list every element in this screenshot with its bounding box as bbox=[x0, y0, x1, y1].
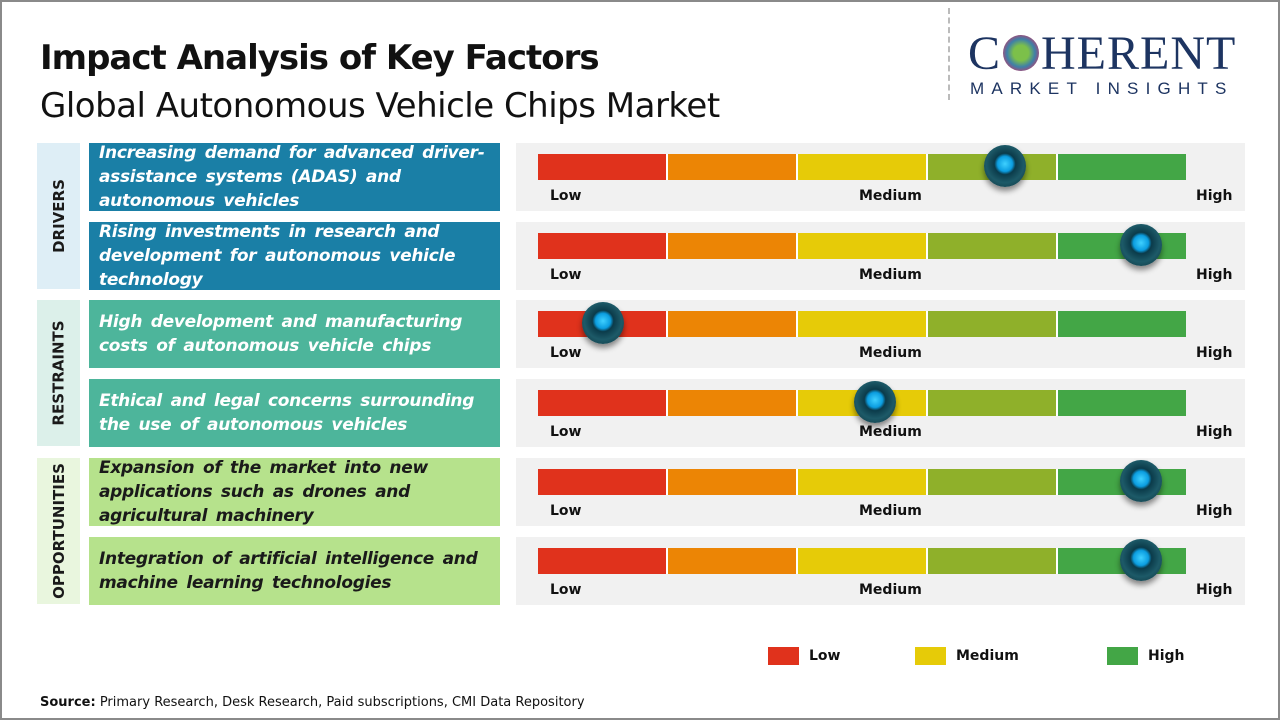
gauge-knob bbox=[1119, 460, 1162, 502]
gauge-bar bbox=[538, 154, 1186, 180]
gauge-panel: Low Medium High bbox=[516, 379, 1245, 447]
gauge-medium-label: Medium bbox=[859, 267, 922, 283]
gauge-segment bbox=[798, 233, 928, 259]
gauge-high-label: High bbox=[1196, 345, 1233, 361]
gauge-segment bbox=[798, 548, 928, 574]
gauge-segment bbox=[798, 311, 928, 337]
gauge-medium-label: Medium bbox=[859, 188, 922, 204]
gauge-medium-label: Medium bbox=[859, 345, 922, 361]
gauge-low-label: Low bbox=[550, 345, 582, 361]
category-label: RESTRAINTS bbox=[37, 300, 80, 446]
gauge-panel: Low Medium High bbox=[516, 300, 1245, 368]
legend-low: Low bbox=[768, 647, 840, 665]
gauge-bar bbox=[538, 233, 1186, 259]
factor-text: Ethical and legal concerns surrounding t… bbox=[89, 379, 500, 447]
factor-text: Rising investments in research and devel… bbox=[89, 222, 500, 290]
gauge-segment bbox=[668, 469, 798, 495]
gauge-medium-label: Medium bbox=[859, 424, 922, 440]
factor-text: High development and manufacturing costs… bbox=[89, 300, 500, 368]
gauge-segment bbox=[928, 390, 1058, 416]
category-label: OPPORTUNITIES bbox=[37, 458, 80, 604]
page-subtitle: Global Autonomous Vehicle Chips Market bbox=[40, 86, 720, 126]
source-note: Source: Primary Research, Desk Research,… bbox=[40, 695, 585, 710]
gauge-segment bbox=[798, 469, 928, 495]
legend-swatch bbox=[1107, 647, 1138, 665]
gauge-low-label: Low bbox=[550, 582, 582, 598]
gauge-segment bbox=[538, 154, 668, 180]
gauge-low-label: Low bbox=[550, 267, 582, 283]
gauge-segment bbox=[668, 390, 798, 416]
legend-medium: Medium bbox=[915, 647, 1019, 665]
gauge-panel: Low Medium High bbox=[516, 458, 1245, 526]
gauge-knob bbox=[853, 381, 896, 423]
gauge-high-label: High bbox=[1196, 267, 1233, 283]
gauge-segment bbox=[798, 154, 928, 180]
page-title: Impact Analysis of Key Factors bbox=[40, 38, 600, 78]
gauge-segment bbox=[1058, 154, 1186, 180]
logo: C HERENT bbox=[968, 27, 1237, 80]
gauge-low-label: Low bbox=[550, 503, 582, 519]
gauge-segment bbox=[538, 469, 668, 495]
gauge-knob bbox=[581, 302, 624, 344]
gauge-segment bbox=[668, 233, 798, 259]
gauge-segment bbox=[538, 233, 668, 259]
gauge-knob bbox=[1119, 224, 1162, 266]
gauge-low-label: Low bbox=[550, 424, 582, 440]
gauge-segment bbox=[668, 154, 798, 180]
gauge-segment bbox=[538, 548, 668, 574]
gauge-high-label: High bbox=[1196, 582, 1233, 598]
gauge-knob bbox=[1119, 539, 1162, 581]
logo-tagline: MARKET INSIGHTS bbox=[970, 79, 1234, 98]
gauge-segment bbox=[928, 469, 1058, 495]
divider bbox=[948, 8, 950, 100]
gauge-segment bbox=[668, 311, 798, 337]
gauge-segment bbox=[928, 233, 1058, 259]
gauge-panel: Low Medium High bbox=[516, 537, 1245, 605]
legend-high: High bbox=[1107, 647, 1185, 665]
category-label: DRIVERS bbox=[37, 143, 80, 289]
gauge-high-label: High bbox=[1196, 424, 1233, 440]
gauge-segment bbox=[928, 548, 1058, 574]
gauge-segment bbox=[928, 311, 1058, 337]
gauge-high-label: High bbox=[1196, 188, 1233, 204]
gauge-segment bbox=[1058, 311, 1186, 337]
gauge-medium-label: Medium bbox=[859, 503, 922, 519]
gauge-knob bbox=[983, 145, 1026, 187]
factor-text: Expansion of the market into new applica… bbox=[89, 458, 500, 526]
gauge-medium-label: Medium bbox=[859, 582, 922, 598]
gauge-segment bbox=[538, 390, 668, 416]
gauge-bar bbox=[538, 311, 1186, 337]
globe-icon bbox=[1003, 35, 1040, 71]
gauge-segment bbox=[1058, 390, 1186, 416]
gauge-segment bbox=[668, 548, 798, 574]
gauge-bar bbox=[538, 548, 1186, 574]
factor-text: Increasing demand for advanced driver-as… bbox=[89, 143, 500, 211]
gauge-high-label: High bbox=[1196, 503, 1233, 519]
gauge-low-label: Low bbox=[550, 188, 582, 204]
legend-swatch bbox=[768, 647, 799, 665]
factor-text: Integration of artificial intelligence a… bbox=[89, 537, 500, 605]
gauge-panel: Low Medium High bbox=[516, 143, 1245, 211]
gauge-bar bbox=[538, 469, 1186, 495]
legend-swatch bbox=[915, 647, 946, 665]
gauge-panel: Low Medium High bbox=[516, 222, 1245, 290]
